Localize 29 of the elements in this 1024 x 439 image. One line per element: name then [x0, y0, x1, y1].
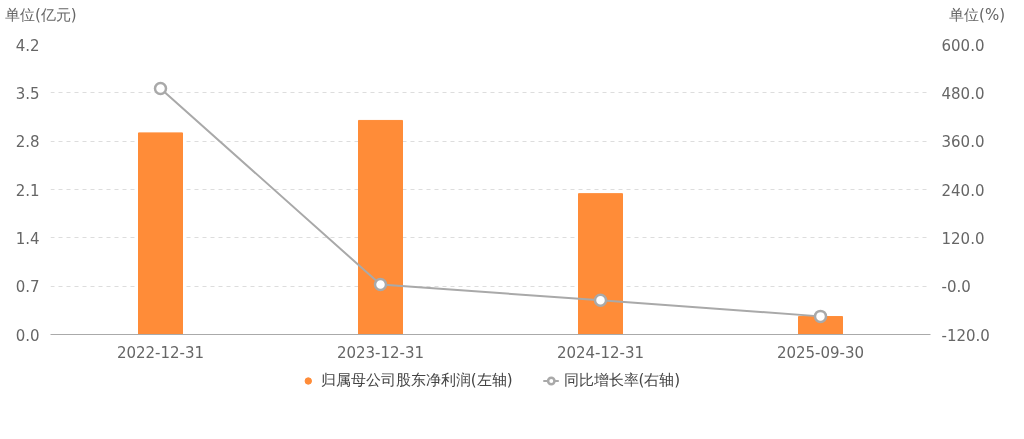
bar — [578, 193, 623, 335]
y2-tick-label: -120.0 — [941, 326, 990, 345]
y-tick-label: 1.4 — [15, 229, 40, 248]
y-tick-label: 2.8 — [15, 133, 40, 152]
y2-tick-label: 240.0 — [941, 181, 985, 200]
point — [373, 277, 388, 292]
bar — [138, 132, 183, 335]
y2-tick-label: 360.0 — [941, 133, 985, 152]
y2-tick-label: 600.0 — [941, 36, 985, 55]
point — [153, 81, 168, 96]
y-tick-label: 0.0 — [15, 326, 40, 345]
y-axis-title: 单位(亿元) — [5, 5, 77, 26]
y-tick-label: 4.2 — [15, 36, 40, 55]
legend-label: 归属母公司股东净利润(左轴) — [320, 370, 513, 390]
y-tick-label: 3.5 — [15, 84, 40, 103]
point — [593, 293, 608, 307]
x-tick-label: 2022-12-31 — [116, 343, 205, 362]
x-tick-label: 2024-12-31 — [556, 343, 645, 362]
bar — [358, 119, 403, 335]
x-tick-label: 2025-09-30 — [776, 343, 865, 362]
y-tick-label: 0.7 — [15, 278, 40, 297]
x-tick-label: 2023-12-31 — [336, 343, 425, 362]
legend-label: 同比增长率(右轴) — [563, 370, 681, 390]
y2-tick-label: 480.0 — [941, 84, 985, 103]
y2-axis-title: 单位(%) — [949, 5, 1005, 26]
y2-tick-label: 120.0 — [941, 229, 985, 248]
point — [813, 309, 828, 324]
y-tick-label: 2.1 — [15, 181, 40, 200]
y2-tick-label: -0.0 — [941, 278, 971, 297]
